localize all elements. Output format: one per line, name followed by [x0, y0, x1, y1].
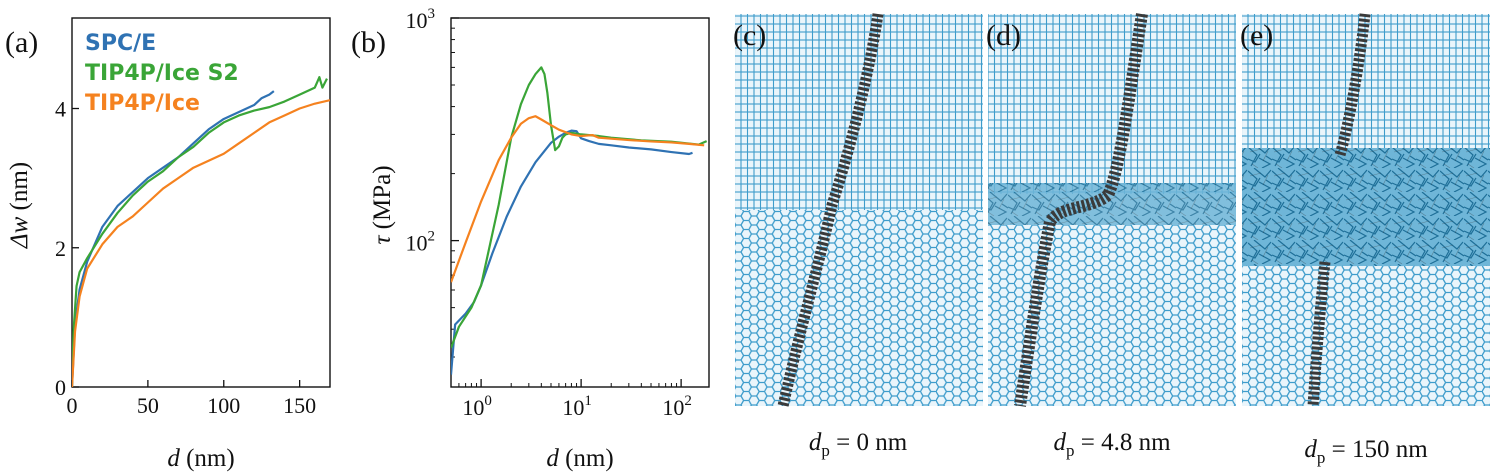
legend-entry-tip4p-ice-s2: TIP4P/Ice S2	[85, 61, 239, 86]
b-xtick-label: 100	[462, 393, 492, 420]
panel-c-dislocation	[777, 13, 884, 408]
b-series-line-tip4p-ice-s2	[451, 66, 708, 349]
panel-d-caption-var: d	[1053, 429, 1066, 456]
panel-a-frame	[71, 17, 331, 388]
panel-b-ylabel-unit: (MPa)	[369, 165, 396, 235]
panel-c-caption-sub: p	[821, 441, 830, 460]
b-xtick-exp: 1	[584, 393, 592, 409]
panel-c-caption: dp = 0 nm	[809, 429, 908, 460]
panel-a-ylabel-var: Δw	[6, 216, 33, 249]
b-xtick-base: 10	[462, 395, 484, 420]
a-ytick-label: 4	[55, 97, 66, 122]
b-xtick-label: 101	[562, 393, 592, 420]
b-ytick-exp: 3	[428, 6, 436, 22]
panel-a-letter: (a)	[5, 26, 38, 59]
panel-a-xlabel-var: d	[167, 445, 180, 472]
panel-e-caption-var: d	[1304, 436, 1317, 463]
a-ytick-label: 0	[55, 375, 66, 400]
a-ytick-label: 2	[55, 236, 66, 261]
a-series-line-spc-e	[72, 90, 275, 387]
panel-b-ylabel-var: τ	[369, 235, 396, 245]
a-series-line-tip4p-ice	[72, 99, 330, 387]
legend-entry-spc-e: SPC/E	[85, 31, 156, 56]
panel-a-series	[72, 76, 330, 387]
panel-d-letter: (d)	[986, 19, 1021, 52]
panel-e-caption: dp = 150 nm	[1304, 436, 1428, 467]
panel-e-upper-lattice	[1242, 14, 1490, 149]
panel-d-upper-lattice	[988, 14, 1236, 194]
panel-d-caption: dp = 4.8 nm	[1053, 429, 1171, 460]
panel-e-disordered-layer	[1242, 148, 1490, 266]
a-xtick-label: 50	[137, 393, 159, 418]
panel-d-lower-lattice	[988, 225, 1236, 406]
panel-d-disordered-layer	[988, 183, 1236, 225]
panel-e-dislocation-upper	[1334, 13, 1371, 157]
b-ytick-label: 102	[406, 229, 436, 256]
panel-b-series	[451, 66, 708, 375]
panel-c-upper-lattice	[735, 14, 983, 210]
panel-c-caption-val: = 0 nm	[830, 429, 908, 456]
panel-a-xlabel: d (nm)	[167, 445, 234, 472]
a-xtick-label: 0	[67, 393, 78, 418]
b-ytick-label: 103	[406, 6, 436, 33]
b-ytick-exp: 2	[428, 229, 436, 245]
panel-b-xlabel-unit: (nm)	[559, 445, 614, 472]
panel-b-xlabel-var: d	[546, 445, 559, 472]
panel-a-ticks: 0 50 100 150 0 2 4	[55, 97, 316, 418]
panel-e-lower-lattice	[1242, 266, 1490, 406]
legend-entry-tip4p-ice: TIP4P/Ice	[85, 91, 200, 116]
panel-b-frame	[450, 17, 710, 388]
panel-b-letter: (b)	[351, 26, 386, 59]
panel-c-letter: (c)	[733, 19, 766, 52]
panel-e-letter: (e)	[1240, 19, 1273, 52]
panel-c-caption-var: d	[809, 429, 822, 456]
b-xtick-label: 102	[662, 393, 692, 420]
b-xtick-exp: 0	[484, 393, 492, 409]
b-xtick-base: 10	[662, 395, 684, 420]
panel-b-xlabel: d (nm)	[546, 445, 613, 472]
panel-d-dislocation	[1014, 13, 1148, 407]
panel-e-caption-sub: p	[1317, 448, 1326, 467]
panel-a-ylabel: Δw (nm)	[6, 162, 33, 249]
b-ytick-base: 10	[406, 231, 428, 256]
panel-d-caption-val: = 4.8 nm	[1074, 429, 1171, 456]
panel-b-ylabel: τ (MPa)	[369, 165, 396, 244]
panel-a-xlabel-unit: (nm)	[180, 445, 235, 472]
a-xtick-label: 100	[207, 393, 240, 418]
panel-e-simulation: (e) dp = 150 nm	[1240, 13, 1490, 467]
b-ytick-base: 10	[406, 8, 428, 33]
b-xtick-base: 10	[562, 395, 584, 420]
b-series-line-tip4p-ice	[451, 115, 705, 283]
panel-a-legend: SPC/E TIP4P/Ice S2 TIP4P/Ice	[85, 31, 239, 116]
a-xtick-label: 150	[283, 393, 316, 418]
panel-a-ylabel-unit: (nm)	[6, 162, 33, 217]
panel-c-simulation: (c) dp = 0 nm	[733, 13, 983, 460]
panel-d-simulation: (d) dp = 4.8 nm	[986, 13, 1236, 460]
panel-c-lower-lattice	[735, 210, 983, 406]
a-series-line-tip4p-ice-s2	[72, 76, 328, 387]
panel-a-chart: (a) 0 50 100 150 0 2 4 SPC/E TIP4P/Ice S2 TIP4P/…	[5, 17, 331, 472]
panel-e-dislocation-lower	[1307, 261, 1331, 407]
b-xtick-exp: 2	[684, 393, 692, 409]
panel-d-caption-sub: p	[1066, 441, 1075, 460]
panel-e-caption-val: = 150 nm	[1325, 436, 1428, 463]
